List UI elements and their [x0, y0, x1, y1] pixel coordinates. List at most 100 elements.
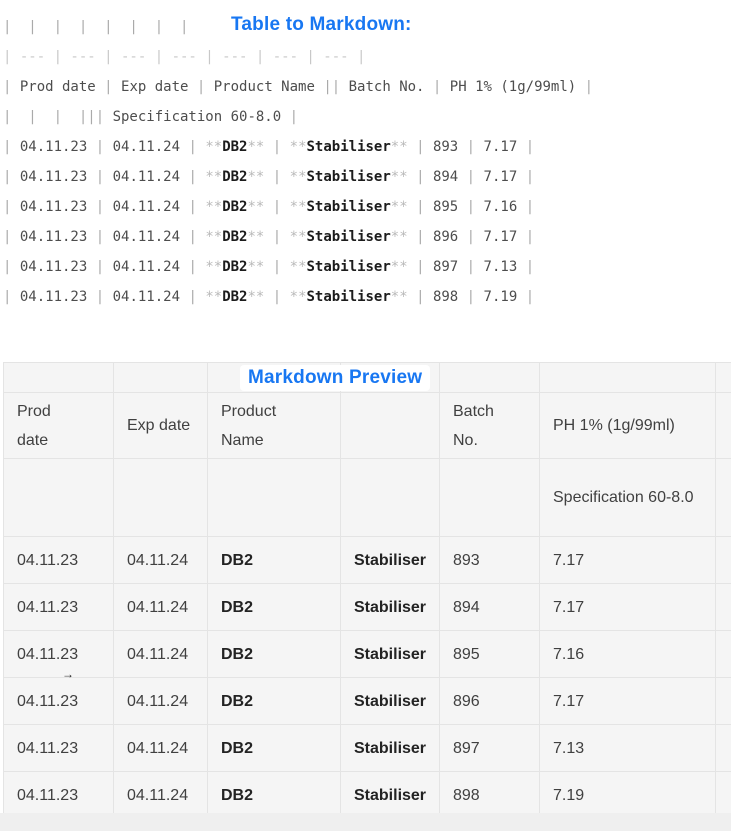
source-segment-text: Product Name	[213, 79, 315, 95]
table-cell: DB2	[207, 630, 341, 678]
source-segment-pipe: |	[180, 139, 206, 155]
source-segment-text: Batch No.	[348, 79, 425, 95]
table-cell	[439, 458, 540, 537]
source-segment-pipe: |	[87, 139, 113, 155]
table-cell	[539, 362, 716, 393]
source-segment-star: **	[289, 169, 307, 185]
table-cell	[3, 362, 114, 393]
table-cell: 04.11.24	[113, 583, 208, 631]
source-segment-bold: Stabiliser	[306, 169, 391, 185]
source-line: | 04.11.23 | 04.11.24 | **DB2** | **Stab…	[3, 132, 728, 162]
source-segment-pipe: |	[95, 79, 122, 95]
table-cell: 896	[439, 677, 540, 725]
source-segment-star: **	[289, 289, 307, 305]
source-segment-star: **	[390, 139, 408, 155]
source-segment-star: **	[205, 289, 223, 305]
table-cell: DB2	[207, 583, 341, 631]
source-segment-star: **	[390, 289, 408, 305]
table-cell-text: DB2	[221, 598, 254, 616]
table-cell: 895	[439, 630, 540, 678]
table-cell: 893	[439, 536, 540, 584]
source-segment-text: 04.11.24	[112, 169, 181, 185]
table-cell: 04.11.24	[113, 724, 208, 772]
source-segment-pipe: |	[264, 259, 290, 275]
source-segment-text: 04.11.23	[19, 199, 88, 215]
source-segment-bold: DB2	[222, 259, 248, 275]
source-segment-text: 04.11.23	[19, 259, 88, 275]
source-segment-pipe: |	[517, 259, 535, 275]
source-segment-star: **	[247, 259, 265, 275]
source-segment-pipe: |	[407, 199, 433, 215]
source-segment-bold: Stabiliser	[306, 289, 391, 305]
source-line: | | | ||| Specification 60-8.0 |	[3, 102, 728, 132]
source-segment-pipe: | | | |||	[3, 109, 113, 125]
source-segment-pipe: |	[180, 169, 206, 185]
table-cell: 04.11.23	[3, 677, 114, 725]
source-line: | 04.11.23 | 04.11.24 | **DB2** | **Stab…	[3, 252, 728, 282]
source-segment-pipe: |	[264, 289, 290, 305]
source-segment-text: 7.17	[483, 139, 518, 155]
table-cell: Exp date	[113, 392, 208, 459]
source-segment-bold: Stabiliser	[306, 259, 391, 275]
source-segment-star: **	[205, 139, 223, 155]
source-segment-pipe: |	[458, 229, 484, 245]
table-cell	[340, 392, 440, 459]
table-cell	[715, 630, 731, 678]
source-segment-star: **	[289, 259, 307, 275]
source-segment-pipe: |	[264, 169, 290, 185]
table-cell-text: PH 1% (1g/99ml)	[553, 417, 675, 435]
markdown-source-editor[interactable]: | | | | | | | | | --- | --- | --- | --- |…	[3, 12, 728, 312]
source-segment-text: 7.17	[483, 169, 518, 185]
table-cell: 898	[439, 771, 540, 819]
table-cell	[439, 362, 540, 393]
source-segment-pipe: |	[407, 259, 433, 275]
source-segment-text: 898	[432, 289, 459, 305]
table-cell: DB2	[207, 536, 341, 584]
table-cell: 7.13	[539, 724, 716, 772]
table-cell: Prod date	[3, 392, 114, 459]
source-segment-text: 895	[432, 199, 459, 215]
table-cell-text: DB2	[221, 739, 254, 757]
table-cell-text: Prod date	[17, 402, 51, 449]
source-segment-bold: DB2	[222, 229, 248, 245]
table-cell: PH 1% (1g/99ml)	[539, 392, 716, 459]
table-cell-text: Stabiliser	[354, 551, 427, 569]
table-cell	[715, 392, 731, 459]
table-row: 04.11.23 04.11.24 DB2 Stabiliser 897 7.13	[3, 724, 731, 772]
source-segment-star: **	[247, 199, 265, 215]
source-segment-text: 04.11.23	[19, 229, 88, 245]
table-cell-text: DB2	[221, 645, 254, 663]
source-segment-text: 04.11.23	[19, 169, 88, 185]
source-line: | 04.11.23 | 04.11.24 | **DB2** | **Stab…	[3, 192, 728, 222]
table-cell	[715, 583, 731, 631]
source-segment-bold: Stabiliser	[306, 139, 391, 155]
table-cell-text: 04.11.24	[127, 598, 189, 616]
bottom-strip	[0, 813, 731, 831]
table-cell-text: Exp date	[127, 417, 191, 435]
source-segment-star: **	[205, 259, 223, 275]
table-cell-text: Stabiliser	[354, 598, 427, 616]
table-cell	[715, 724, 731, 772]
table-cell-text: Stabiliser	[354, 645, 427, 663]
source-segment-star: **	[289, 229, 307, 245]
source-segment-pipe: |	[180, 229, 206, 245]
table-cell-text: Specification 60-8.0	[553, 489, 694, 507]
source-segment-text: 04.11.24	[112, 289, 181, 305]
table-cell-text: DB2	[221, 786, 254, 804]
table-row: 04.11.23 04.11.24 DB2 Stabiliser 895 7.16	[3, 630, 731, 678]
table-cell-text: 895	[453, 645, 480, 663]
source-segment-pipe: |	[87, 199, 113, 215]
source-segment-star: **	[289, 199, 307, 215]
table-cell-text: 04.11.23	[17, 786, 79, 804]
table-cell-text: 893	[453, 551, 480, 569]
source-segment-pipe: |	[517, 289, 535, 305]
source-line: | 04.11.23 | 04.11.24 | **DB2** | **Stab…	[3, 222, 728, 252]
table-cell-text: 894	[453, 598, 480, 616]
table-cell-text: 898	[453, 786, 480, 804]
table-cell-text: DB2	[221, 551, 254, 569]
source-segment-pipe: |	[407, 289, 433, 305]
table-cell: 7.19	[539, 771, 716, 819]
source-segment-pipe: |	[87, 169, 113, 185]
source-segment-star: **	[390, 259, 408, 275]
table-cell	[3, 458, 114, 537]
